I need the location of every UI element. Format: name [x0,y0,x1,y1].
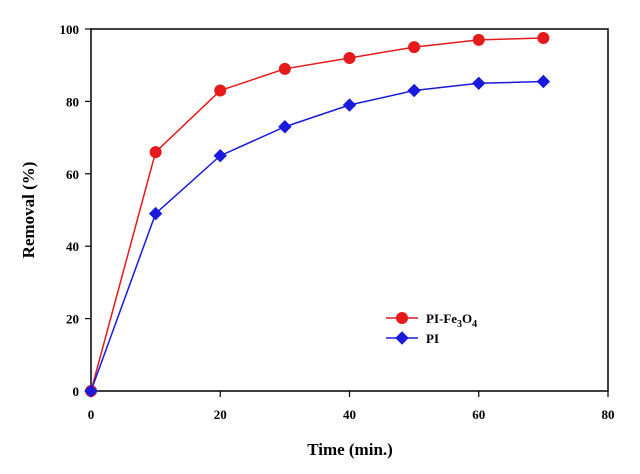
legend-marker-pi-fe3o4 [396,312,408,324]
y-tick-label: 0 [73,384,80,399]
data-point-pi [407,83,421,98]
data-point-pi-fe3o4 [408,41,421,54]
data-point-pi [342,98,357,112]
series-line-pi-fe3o4 [90,37,544,392]
legend: PI-Fe3O4 PI [386,311,477,346]
y-tick-label: 60 [66,167,79,182]
data-point-pi-fe3o4 [537,32,550,45]
data-point-pi-fe3o4 [214,84,227,97]
x-tick-label: 80 [602,407,615,422]
legend-label-pi-fe3o4: PI-Fe3O4 [426,311,477,330]
data-point-pi-fe3o4 [149,146,162,159]
legend-marker-pi [395,331,409,345]
x-tick-label: 40 [343,407,356,422]
plot-area-frame [90,28,609,392]
y-tick-label: 20 [66,312,79,327]
series-line-pi [90,80,544,392]
x-tick-label: 0 [88,407,95,422]
x-tick-label: 20 [214,407,227,422]
y-tick-label: 40 [66,239,79,254]
data-point-pi [213,148,227,163]
y-tick-label: 80 [66,94,79,109]
data-point-pi [278,120,292,134]
data-point-pi-fe3o4 [472,33,485,46]
data-point-pi [148,206,163,221]
data-point-pi [84,384,98,398]
legend-label-pi: PI [426,331,439,346]
x-axis-title: Time (min.) [307,440,393,459]
data-point-pi [472,76,486,91]
data-point-pi-fe3o4 [343,51,356,64]
y-axis-title: Removal (%) [19,162,38,259]
x-tick-label: 60 [472,407,485,422]
data-point-pi [536,74,551,89]
data-point-pi-fe3o4 [278,62,291,75]
y-tick-label: 100 [60,22,80,37]
